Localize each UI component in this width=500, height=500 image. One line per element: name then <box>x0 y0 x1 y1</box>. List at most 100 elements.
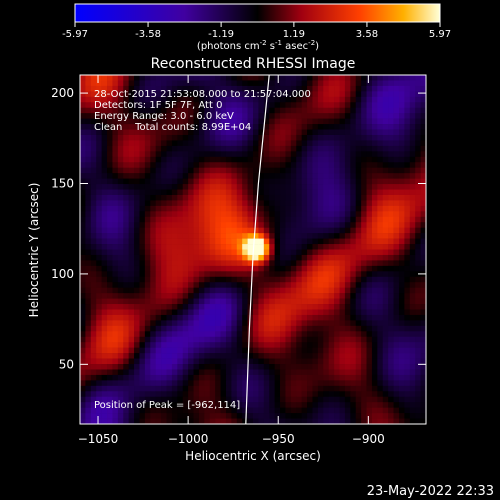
heatmap-pixel <box>112 85 119 92</box>
heatmap-pixel <box>117 233 124 239</box>
heatmap-pixel <box>112 205 119 212</box>
heatmap-pixel <box>242 260 248 267</box>
heatmap-pixel <box>301 320 308 327</box>
heatmap-pixel <box>161 151 167 158</box>
heatmap-pixel <box>355 396 362 403</box>
heatmap-pixel <box>215 293 221 299</box>
heatmap-pixel <box>404 249 411 256</box>
heatmap-pixel <box>285 298 292 305</box>
heatmap-pixel <box>350 80 357 87</box>
heatmap-pixel <box>371 227 378 234</box>
heatmap-pixel <box>323 418 329 424</box>
heatmap-pixel <box>90 194 97 201</box>
heatmap-pixel <box>339 364 346 370</box>
heatmap-pixel <box>269 364 275 370</box>
heatmap-pixel <box>415 134 421 141</box>
heatmap-pixel <box>301 194 308 201</box>
heatmap-pixel <box>382 145 389 152</box>
heatmap-pixel <box>220 96 227 103</box>
heatmap-pixel <box>215 75 221 81</box>
heatmap-pixel <box>285 80 292 87</box>
heatmap-pixel <box>220 140 227 147</box>
heatmap-pixel <box>371 96 378 103</box>
heatmap-pixel <box>398 364 405 370</box>
heatmap-pixel <box>193 178 200 185</box>
heatmap-pixel <box>236 353 243 359</box>
heatmap-pixel <box>285 380 292 387</box>
heatmap-pixel <box>182 211 189 218</box>
heatmap-pixel <box>123 91 129 98</box>
heatmap-pixel <box>398 374 405 381</box>
heatmap-pixel <box>96 211 102 218</box>
heatmap-pixel <box>344 364 351 370</box>
heatmap-pixel <box>301 254 308 261</box>
heatmap-pixel <box>377 309 384 316</box>
heatmap-pixel <box>134 75 140 81</box>
heatmap-pixel <box>220 124 227 130</box>
heatmap-pixel <box>398 211 405 218</box>
heatmap-pixel <box>96 151 102 158</box>
heatmap-pixel <box>236 96 243 103</box>
heatmap-pixel <box>112 96 119 103</box>
heatmap-pixel <box>258 314 265 321</box>
heatmap-pixel <box>123 102 129 109</box>
heatmap-pixel <box>193 413 200 419</box>
heatmap-pixel <box>231 113 238 119</box>
heatmap-pixel <box>296 265 302 272</box>
heatmap-pixel <box>215 254 221 261</box>
heatmap-pixel <box>296 129 302 136</box>
heatmap-pixel <box>253 265 259 272</box>
heatmap-pixel <box>388 342 394 348</box>
heatmap-pixel <box>128 233 135 239</box>
heatmap-pixel <box>85 364 92 370</box>
heatmap-pixel <box>269 265 275 272</box>
heatmap-pixel <box>339 413 346 419</box>
heatmap-pixel <box>182 124 189 130</box>
heatmap-pixel <box>290 260 297 267</box>
heatmap-pixel <box>371 369 378 376</box>
heatmap-pixel <box>339 244 346 250</box>
heatmap-pixel <box>307 347 313 354</box>
heatmap-pixel <box>231 162 238 168</box>
heatmap-pixel <box>166 113 173 119</box>
heatmap-pixel <box>188 265 194 272</box>
heatmap-pixel <box>85 124 92 130</box>
heatmap-pixel <box>144 107 151 114</box>
heatmap-pixel <box>253 134 259 141</box>
heatmap-pixel <box>301 298 308 305</box>
heatmap-pixel <box>101 347 108 354</box>
heatmap-pixel <box>280 124 286 130</box>
heatmap-pixel <box>361 96 367 103</box>
heatmap-pixel <box>307 216 313 223</box>
heatmap-pixel <box>393 124 400 130</box>
heatmap-pixel <box>161 287 167 294</box>
heatmap-pixel <box>274 287 281 294</box>
heatmap-pixel <box>90 216 97 223</box>
heatmap-pixel <box>80 75 86 81</box>
heatmap-pixel <box>366 211 373 218</box>
heatmap-pixel <box>177 402 184 408</box>
heatmap-pixel <box>101 309 108 316</box>
heatmap-pixel <box>220 282 227 288</box>
heatmap-pixel <box>334 254 340 261</box>
heatmap-pixel <box>242 374 248 381</box>
heatmap-pixel <box>274 140 281 147</box>
heatmap-pixel <box>290 347 297 354</box>
heatmap-pixel <box>80 369 86 376</box>
heatmap-pixel <box>339 369 346 376</box>
heatmap-pixel <box>144 358 151 365</box>
heatmap-pixel <box>193 342 200 348</box>
heatmap-pixel <box>182 385 189 392</box>
heatmap-pixel <box>258 140 265 147</box>
heatmap-pixel <box>144 75 151 81</box>
heatmap-pixel <box>90 418 97 424</box>
heatmap-pixel <box>171 194 178 201</box>
heatmap-pixel <box>290 276 297 283</box>
heatmap-pixel <box>128 364 135 370</box>
heatmap-pixel <box>344 331 351 338</box>
heatmap-pixel <box>398 298 405 305</box>
heatmap-pixel <box>177 91 184 98</box>
heatmap-pixel <box>415 91 421 98</box>
heatmap-pixel <box>409 418 416 424</box>
heatmap-pixel <box>285 222 292 228</box>
